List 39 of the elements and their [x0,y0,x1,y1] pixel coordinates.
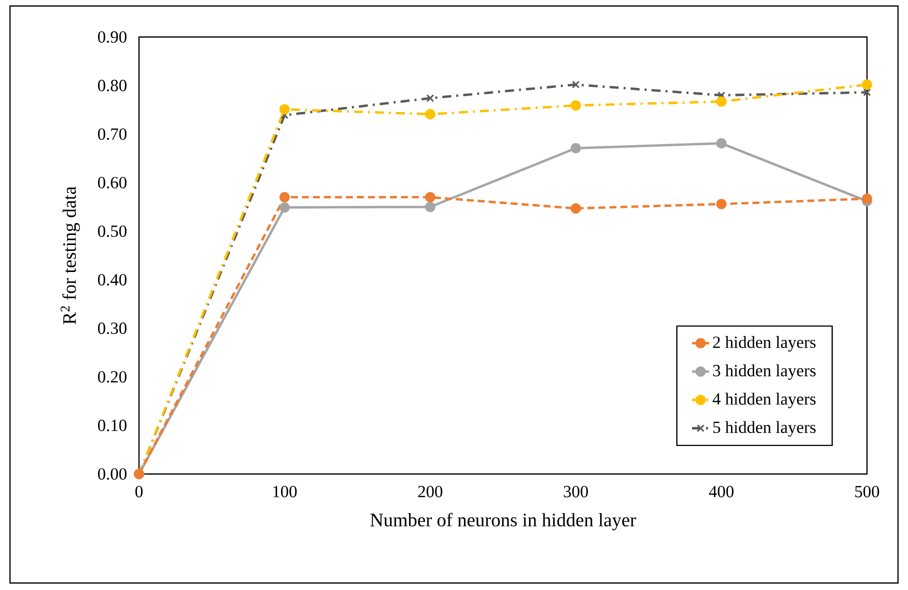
y-tick-label: 0.30 [98,322,126,334]
y-tick-label: 0.40 [98,274,126,286]
point [716,198,727,210]
y-axis-title: R$^{2}$ for testing data [60,186,80,324]
point [862,193,872,204]
x-tick-label: 200 [418,486,442,498]
x-tick-label: 500 [855,486,880,498]
point [279,192,290,202]
y-tick-label: 0.50 [98,225,126,237]
point [572,80,580,88]
legend-label: 4 hidden layers [712,392,816,408]
y-tick-label: 0.10 [98,420,126,432]
legend-label: 3 hidden layers [713,364,816,380]
point [716,96,727,107]
x-tick-label: 300 [564,486,588,498]
point [279,202,290,213]
y-tick-label: 0.70 [98,128,126,140]
legend-label: 5 hidden layers [713,421,816,437]
x-axis-title: Number of neurons in hidden layer [370,512,636,530]
legend-label: 2 hidden layers [713,336,816,352]
x-tick-label: 0 [135,486,143,498]
point [279,104,290,115]
point [570,142,582,154]
y-tick-label: 0.90 [98,31,126,43]
point [716,138,727,149]
y-tick-label: 0.80 [98,80,126,92]
x-tick-label: 400 [708,486,734,498]
x-tick-label: 100 [273,486,297,498]
point [425,192,436,202]
y-tick-label: 0.00 [98,468,126,480]
y-tick-label: 0.20 [98,371,126,383]
point [426,94,434,102]
point [570,100,582,111]
point [425,109,436,120]
point [570,203,582,214]
y-tick-label: 0.60 [98,176,126,188]
point [863,88,871,96]
point [862,79,872,90]
point [425,202,436,212]
